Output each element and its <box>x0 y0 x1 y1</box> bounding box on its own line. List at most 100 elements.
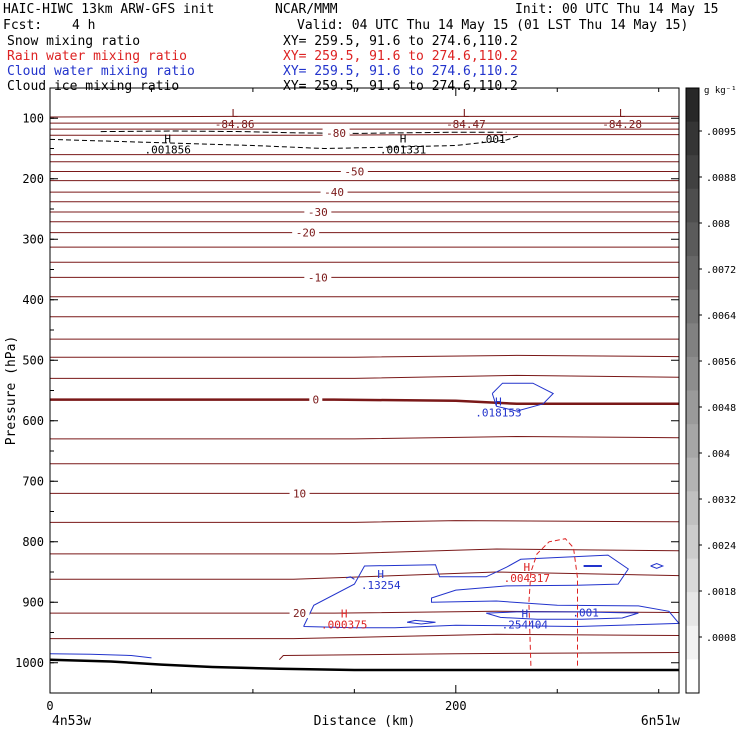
forecast-label: Fcst: <box>3 18 43 33</box>
y-tick-label: 1000 <box>15 656 44 670</box>
y-tick-label: 800 <box>22 535 44 549</box>
isotherm-label: -80 <box>326 127 346 140</box>
x-axis-label: Distance (km) <box>314 714 416 729</box>
cloud-water-extremum-value: .001 <box>572 606 599 619</box>
colorbar-tick-label: .0048 <box>706 403 736 414</box>
colorbar: .0095 .0088 .008 .0072 .0064 .0056 .0048 .004 .0… <box>685 86 737 694</box>
colorbar-swatch <box>686 390 699 425</box>
colorbar-swatch <box>686 356 699 391</box>
y-tick-label: 400 <box>22 293 44 307</box>
chart-title: HAIC-HIWC 13km ARW-GFS init <box>3 2 215 17</box>
x-end-label-right: 6n51w <box>641 714 680 729</box>
isotherm-line <box>50 633 680 640</box>
cloud-water-contour <box>406 619 436 625</box>
cloud-water-contour <box>650 562 665 569</box>
colorbar-swatch <box>686 625 699 660</box>
isotherm-label: -10 <box>308 271 328 284</box>
colorbar-tick-label: .0088 <box>706 173 736 184</box>
isotherm-label: -40 <box>324 186 344 199</box>
cloud-water-contour <box>346 576 355 580</box>
colorbar-swatch <box>686 323 699 358</box>
colorbar-tick-label: .0064 <box>706 311 736 322</box>
isotherm-line <box>50 354 680 358</box>
y-tick-label: 500 <box>22 353 44 367</box>
y-tick-label: 300 <box>22 232 44 246</box>
colorbar-tick-label: .004 <box>706 449 730 460</box>
isotherm-label: 10 <box>293 487 306 500</box>
isotherm-line <box>50 520 680 523</box>
isotherm-label-bg <box>309 392 323 405</box>
colorbar-swatch <box>686 424 699 459</box>
rain-contour <box>528 538 578 666</box>
snow-extremum-value: .001856 <box>145 143 191 156</box>
isotherm-label-bg <box>289 606 310 619</box>
temperature-extremum-symbol: L <box>463 107 470 120</box>
cloud-water-extremum-value: .13254 <box>361 579 401 592</box>
rain-extremum-value: .004317 <box>504 572 550 585</box>
temperature-extremum-symbol: L <box>231 107 238 120</box>
field-xy-rain: XY= 259.5, 91.6 to 274.6,110.2 <box>283 49 518 64</box>
isotherm-label-bg <box>340 164 368 177</box>
colorbar-swatch <box>686 121 699 156</box>
forecast-hours: 4 h <box>72 18 96 33</box>
cloud-water-contour <box>303 554 681 629</box>
isotherm-label-bg <box>292 225 320 238</box>
isotherm-label-bg <box>304 270 332 283</box>
colorbar-swatch <box>686 659 699 694</box>
field-xy-cloud-water: XY= 259.5, 91.6 to 274.6,110.2 <box>283 64 518 79</box>
rain-water-contours <box>528 538 578 666</box>
isotherm-label: -20 <box>296 227 316 240</box>
snow-contour <box>49 134 521 150</box>
rain-extremum-symbol: H <box>341 607 348 620</box>
x-tick-label: 0 <box>46 699 53 713</box>
isotherm-label-bg <box>320 185 348 198</box>
colorbar-swatch <box>686 222 699 257</box>
snow-extremum-symbol: H <box>164 132 171 145</box>
colorbar-tick-label: .0018 <box>706 587 736 598</box>
y-tick-label: 700 <box>22 474 44 488</box>
isotherm-label: 20 <box>293 607 306 620</box>
colorbar-swatch <box>686 289 699 324</box>
valid-time: Valid: 04 UTC Thu 14 May 15 (01 LST Thu … <box>297 18 689 33</box>
cloud-water-contour <box>486 611 639 620</box>
colorbar-tick-label: .0008 <box>706 633 736 644</box>
cloud-water-contours <box>49 382 681 659</box>
colorbar-tick-label: .0056 <box>706 357 736 368</box>
colorbar-tick-label: .0024 <box>706 541 736 552</box>
colorbar-swatch <box>686 256 699 291</box>
snow-contours <box>49 130 521 150</box>
y-axis-label: Pressure (hPa) <box>4 336 19 446</box>
isotherm-line <box>50 571 680 580</box>
x-tick-label: 200 <box>445 699 467 713</box>
temperature-extremum-symbol: L <box>619 107 626 120</box>
y-tick-label: 200 <box>22 172 44 186</box>
isotherm-line <box>50 374 680 379</box>
snow-extremum-value: .001331 <box>380 143 426 156</box>
cloud-water-contour <box>491 382 555 412</box>
isotherm-label-bg <box>304 205 332 218</box>
snow-extremum-symbol: H <box>400 132 407 145</box>
colorbar-frame <box>685 87 700 694</box>
y-tick-label: 100 <box>22 111 44 125</box>
isotherm-label-bg <box>289 486 310 499</box>
field-label-rain: Rain water mixing ratio <box>7 49 188 64</box>
cloud-water-extremum-symbol: H <box>495 396 502 409</box>
y-tick-label: 600 <box>22 414 44 428</box>
isotherm-line <box>278 652 680 661</box>
y-tick-label: 900 <box>22 595 44 609</box>
organization-label: NCAR/MMM <box>275 2 338 17</box>
snow-contour <box>100 130 507 134</box>
colorbar-swatch <box>686 88 699 123</box>
isotherm-label: -30 <box>308 206 328 219</box>
colorbar-swatch <box>686 188 699 223</box>
colorbar-tick-label: .0095 <box>706 127 736 138</box>
terrain-line <box>49 658 679 672</box>
isotherm-line <box>49 115 679 118</box>
contour-labels: -80-50-40-30-20-1001020L-84.86L-84.47L-8… <box>145 107 643 631</box>
colorbar-swatch <box>686 558 699 593</box>
field-label-cloud-water: Cloud water mixing ratio <box>7 64 195 79</box>
temperature-extremum-value: -84.28 <box>602 118 642 131</box>
cloud-water-extremum-value: .018153 <box>475 407 521 420</box>
init-time: Init: 00 UTC Thu 14 May 15 <box>515 2 719 17</box>
